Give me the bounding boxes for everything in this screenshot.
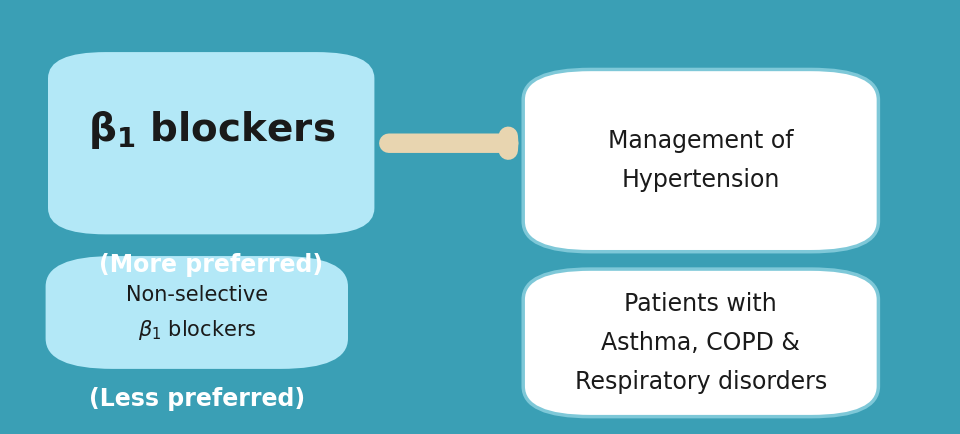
Text: Management of
Hypertension: Management of Hypertension [608,129,794,192]
FancyBboxPatch shape [523,69,878,252]
Text: Non-selective: Non-selective [126,285,268,305]
Text: (More preferred): (More preferred) [99,253,324,277]
Text: (Less preferred): (Less preferred) [88,387,305,411]
FancyBboxPatch shape [45,256,348,369]
FancyBboxPatch shape [523,269,878,417]
Text: $\beta_1$ blockers: $\beta_1$ blockers [137,318,256,342]
Text: Patients with
Asthma, COPD &
Respiratory disorders: Patients with Asthma, COPD & Respiratory… [575,292,827,394]
Text: $\mathbf{\beta_1}$ blockers: $\mathbf{\beta_1}$ blockers [87,109,335,151]
FancyBboxPatch shape [48,52,374,234]
